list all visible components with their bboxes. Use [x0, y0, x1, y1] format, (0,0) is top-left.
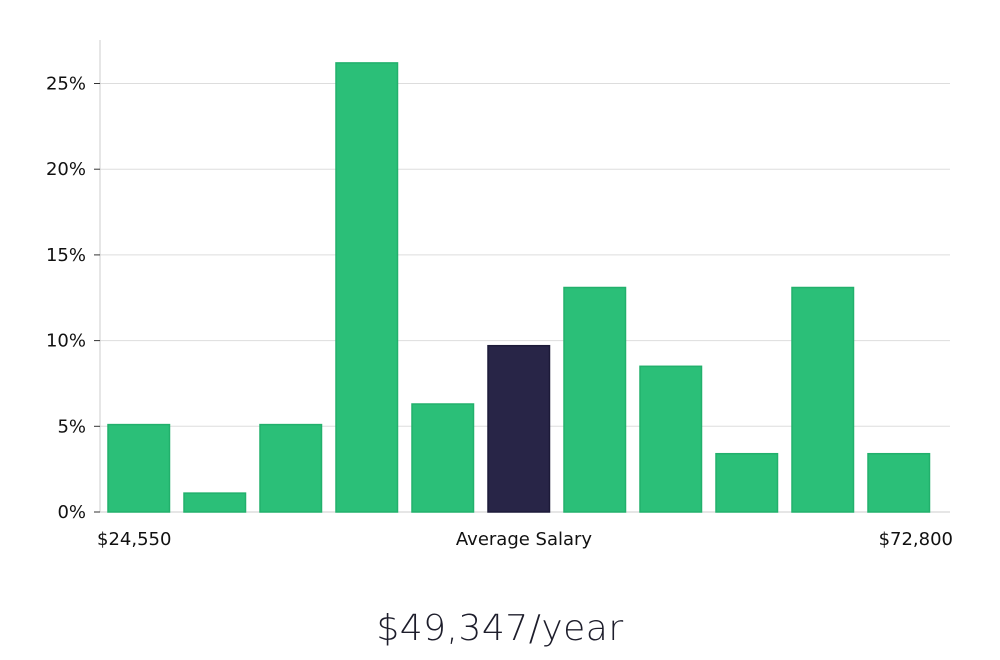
y-axis-ticks: 0% 5% 10% 15% 20% 25%: [46, 74, 100, 523]
bar: [639, 365, 703, 513]
bar: [183, 492, 247, 513]
bars: [107, 62, 931, 513]
x-axis-min-label: $24,550: [97, 529, 172, 550]
y-tick-label: 15%: [46, 245, 86, 266]
y-tick-label: 25%: [46, 74, 86, 95]
y-tick-label: 5%: [57, 416, 86, 437]
bar: [411, 403, 475, 513]
bar: [563, 286, 627, 513]
x-axis-max-label: $72,800: [878, 529, 953, 550]
bar: [867, 452, 931, 513]
y-tick-label: 10%: [46, 331, 86, 352]
bar: [259, 423, 323, 513]
bar-average-salary: [487, 344, 551, 513]
bar: [335, 62, 399, 513]
x-axis-title: Average Salary: [455, 529, 593, 550]
average-salary-value: $49,347/year: [376, 608, 624, 649]
y-tick-label: 0%: [57, 502, 86, 523]
bar: [107, 423, 171, 513]
bar: [715, 452, 779, 513]
bar: [791, 286, 855, 513]
y-tick-label: 20%: [46, 159, 86, 180]
